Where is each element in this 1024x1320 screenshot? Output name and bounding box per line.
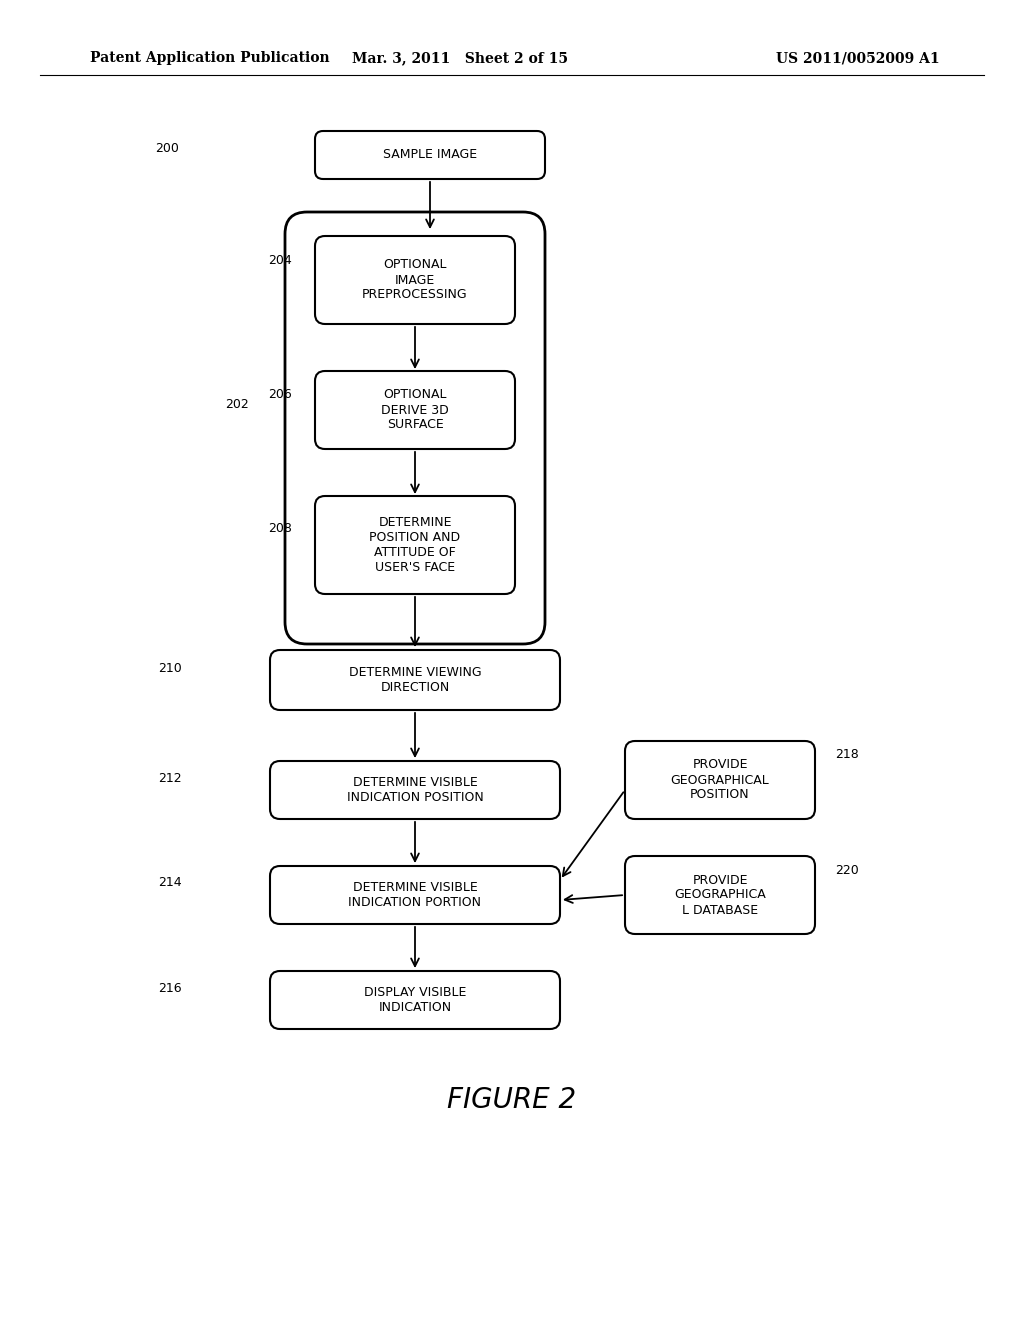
- Text: Patent Application Publication: Patent Application Publication: [90, 51, 330, 65]
- Text: DISPLAY VISIBLE
INDICATION: DISPLAY VISIBLE INDICATION: [364, 986, 466, 1014]
- FancyBboxPatch shape: [315, 371, 515, 449]
- Text: PROVIDE
GEOGRAPHICA
L DATABASE: PROVIDE GEOGRAPHICA L DATABASE: [674, 874, 766, 916]
- Text: Mar. 3, 2011   Sheet 2 of 15: Mar. 3, 2011 Sheet 2 of 15: [352, 51, 568, 65]
- FancyBboxPatch shape: [270, 866, 560, 924]
- FancyBboxPatch shape: [315, 236, 515, 323]
- Text: DETERMINE VIEWING
DIRECTION: DETERMINE VIEWING DIRECTION: [349, 667, 481, 694]
- Text: US 2011/0052009 A1: US 2011/0052009 A1: [776, 51, 940, 65]
- Text: 220: 220: [835, 863, 859, 876]
- Text: 202: 202: [225, 399, 249, 412]
- FancyBboxPatch shape: [270, 649, 560, 710]
- FancyBboxPatch shape: [285, 213, 545, 644]
- Text: OPTIONAL
DERIVE 3D
SURFACE: OPTIONAL DERIVE 3D SURFACE: [381, 388, 449, 432]
- Text: DETERMINE VISIBLE
INDICATION POSITION: DETERMINE VISIBLE INDICATION POSITION: [347, 776, 483, 804]
- FancyBboxPatch shape: [270, 762, 560, 818]
- Text: DETERMINE VISIBLE
INDICATION PORTION: DETERMINE VISIBLE INDICATION PORTION: [348, 880, 481, 909]
- FancyBboxPatch shape: [270, 972, 560, 1030]
- Text: 218: 218: [835, 748, 859, 762]
- Text: 204: 204: [268, 253, 292, 267]
- FancyBboxPatch shape: [315, 131, 545, 180]
- Text: FIGURE 2: FIGURE 2: [447, 1086, 577, 1114]
- FancyBboxPatch shape: [625, 855, 815, 935]
- Text: 208: 208: [268, 521, 292, 535]
- Text: 200: 200: [155, 141, 179, 154]
- Text: PROVIDE
GEOGRAPHICAL
POSITION: PROVIDE GEOGRAPHICAL POSITION: [671, 759, 769, 801]
- Text: 210: 210: [158, 661, 181, 675]
- Text: 206: 206: [268, 388, 292, 401]
- Text: 212: 212: [158, 771, 181, 784]
- Text: SAMPLE IMAGE: SAMPLE IMAGE: [383, 149, 477, 161]
- Text: 214: 214: [158, 875, 181, 888]
- FancyBboxPatch shape: [315, 496, 515, 594]
- Text: OPTIONAL
IMAGE
PREPROCESSING: OPTIONAL IMAGE PREPROCESSING: [362, 259, 468, 301]
- Text: DETERMINE
POSITION AND
ATTITUDE OF
USER'S FACE: DETERMINE POSITION AND ATTITUDE OF USER'…: [370, 516, 461, 574]
- FancyBboxPatch shape: [625, 741, 815, 818]
- Text: 216: 216: [158, 982, 181, 994]
